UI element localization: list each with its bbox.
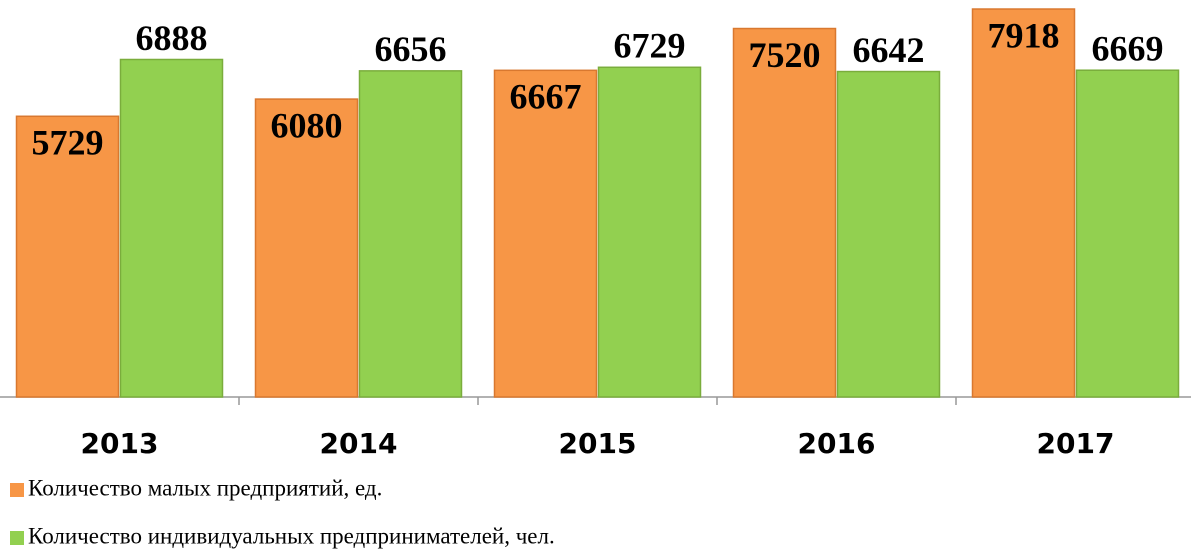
legend-label: Количество малых предприятий, ед. [28, 475, 382, 500]
bar [732, 27, 837, 398]
legend-label: Количество индивидуальных предпринимател… [28, 523, 555, 548]
data-label: 6642 [853, 30, 925, 70]
data-label: 6669 [1092, 28, 1164, 68]
data-label: 5729 [32, 123, 104, 163]
data-label: 6656 [375, 29, 447, 69]
bar [358, 70, 463, 398]
legend-swatch [10, 531, 24, 545]
data-label: 7520 [749, 35, 821, 75]
x-tick-label: 2016 [798, 427, 876, 460]
bar [119, 58, 224, 398]
data-label: 6729 [614, 26, 686, 66]
legend-swatch [10, 483, 24, 497]
data-label: 6667 [510, 77, 582, 117]
bar [971, 8, 1076, 398]
bar [1075, 69, 1180, 398]
data-label: 7918 [988, 15, 1060, 55]
bar [597, 66, 702, 398]
bar [836, 70, 941, 398]
data-label: 6080 [271, 105, 343, 145]
data-label: 6888 [136, 18, 208, 58]
x-tick-label: 2014 [320, 427, 398, 460]
bar [493, 69, 598, 398]
x-tick-label: 2017 [1037, 427, 1115, 460]
bar [15, 115, 120, 398]
x-tick-label: 2015 [559, 427, 637, 460]
bar [254, 98, 359, 398]
x-tick-label: 2013 [81, 427, 159, 460]
